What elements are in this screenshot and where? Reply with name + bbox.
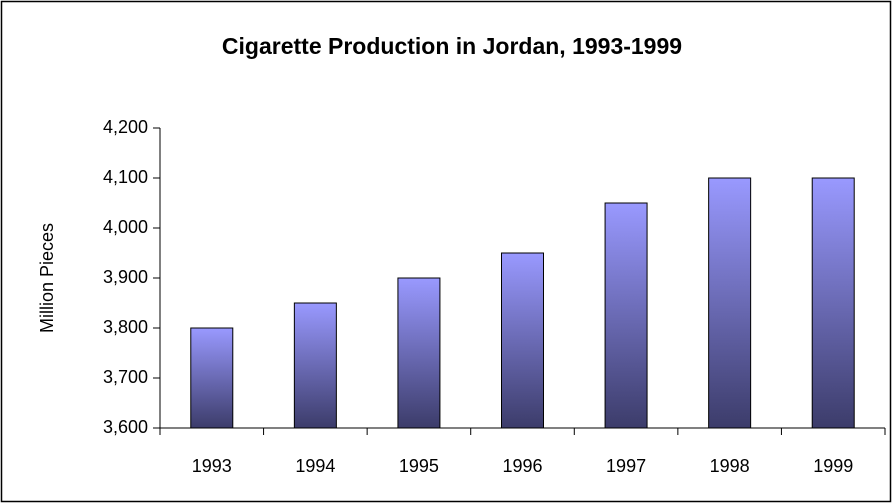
x-tick-label: 1993 bbox=[192, 456, 232, 476]
x-tick-label: 1997 bbox=[606, 456, 646, 476]
y-tick-label: 4,200 bbox=[103, 117, 148, 137]
y-tick-label: 3,900 bbox=[103, 267, 148, 287]
x-tick-label: 1998 bbox=[710, 456, 750, 476]
chart-title: Cigarette Production in Jordan, 1993-199… bbox=[222, 33, 682, 59]
bar bbox=[811, 177, 855, 429]
x-tick-label: 1994 bbox=[295, 456, 335, 476]
bar bbox=[501, 252, 544, 429]
bar bbox=[397, 277, 441, 429]
y-tick-label: 3,600 bbox=[103, 417, 148, 437]
y-tick-label: 3,800 bbox=[103, 317, 148, 337]
bar bbox=[293, 302, 337, 429]
bar bbox=[190, 327, 234, 429]
x-tick-label: 1996 bbox=[502, 456, 542, 476]
x-tick-label: 1995 bbox=[399, 456, 439, 476]
y-axis-label: Million Pieces bbox=[37, 223, 57, 333]
bar bbox=[708, 177, 752, 429]
x-tick-label: 1999 bbox=[813, 456, 853, 476]
bar bbox=[604, 202, 648, 429]
y-tick-label: 4,000 bbox=[103, 217, 148, 237]
y-tick-label: 4,100 bbox=[103, 167, 148, 187]
y-tick-label: 3,700 bbox=[103, 367, 148, 387]
